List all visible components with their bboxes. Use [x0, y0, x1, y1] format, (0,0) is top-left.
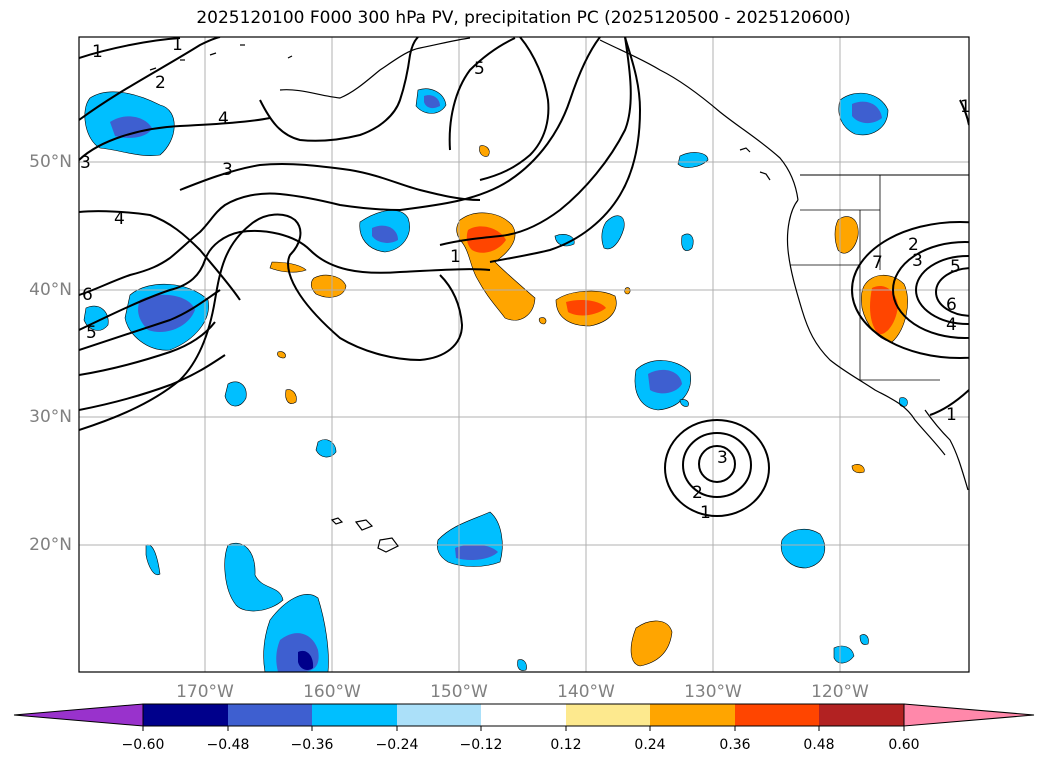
negative-anomaly-core	[455, 544, 498, 560]
contour-label: 1	[700, 503, 711, 523]
colorbar-tick-label: −0.60	[121, 737, 165, 753]
contour-label: 3	[80, 153, 91, 173]
contour-label: 2	[692, 483, 703, 503]
map-title: 2025120100 F000 300 hPa PV, precipitatio…	[196, 8, 851, 28]
contour-label: 1	[92, 42, 103, 62]
negative-anomaly-core	[138, 294, 195, 332]
coastlines	[149, 37, 969, 553]
contour-labels: 1 1 2 4 3 3 4 5 6 5 1 1 2 3 5 6 4 7 1 3 …	[80, 35, 971, 523]
colorbar-segment	[143, 704, 228, 726]
negative-anomaly-region	[601, 215, 625, 250]
lat-label: 40°N	[29, 280, 72, 300]
positive-anomaly-region	[851, 464, 865, 474]
negative-anomaly-region	[681, 233, 694, 251]
contour-label: 7	[872, 253, 883, 273]
positive-anomaly-region	[479, 145, 490, 157]
colorbar-segment	[566, 704, 650, 726]
colorbar	[13, 703, 1035, 731]
positive-anomaly-region	[310, 274, 347, 298]
positive-anomaly-core	[466, 226, 506, 253]
lon-label: 170°W	[176, 682, 234, 702]
colorbar-extend-low	[13, 703, 144, 727]
contour-label: 2	[155, 73, 166, 93]
negative-anomaly-region	[679, 399, 689, 407]
contour-label: 2	[908, 235, 919, 255]
contour-label: 1	[960, 97, 971, 117]
positive-anomaly-region	[630, 620, 673, 667]
negative-anomaly-region	[677, 152, 709, 168]
positive-anomaly-region	[285, 389, 297, 404]
negative-anomaly-region	[224, 381, 247, 407]
colorbar-tick-label: 0.48	[803, 737, 835, 753]
colorbar-extend-high	[903, 703, 1035, 727]
negative-anomaly-region	[898, 397, 908, 407]
negative-anomaly-max	[298, 650, 314, 670]
negative-anomaly-core	[648, 369, 682, 394]
lon-label: 140°W	[557, 682, 615, 702]
colorbar-tick-label: 0.60	[888, 737, 920, 753]
colorbar-tick-label: −0.24	[375, 737, 419, 753]
negative-anomaly-region	[780, 528, 826, 569]
colorbar-segment	[650, 704, 735, 726]
precip-anomaly-shading	[83, 88, 908, 672]
colorbar-segment	[397, 704, 481, 726]
lat-label: 30°N	[29, 407, 72, 427]
contour-label: 1	[450, 247, 461, 267]
contour-label: 5	[950, 257, 961, 277]
colorbar-segment	[312, 704, 397, 726]
positive-anomaly-region	[277, 351, 286, 359]
negative-anomaly-core	[110, 116, 152, 138]
negative-anomaly-region	[517, 659, 527, 671]
pv-contours	[79, 37, 969, 517]
contour-label: 5	[86, 323, 97, 343]
lat-label: 20°N	[29, 535, 72, 555]
colorbar-tick-label: −0.48	[206, 737, 250, 753]
contour-label: 3	[717, 448, 728, 468]
negative-anomaly-region	[859, 634, 869, 645]
colorbar-tick-label: 0.36	[719, 737, 751, 753]
colorbar-segment	[735, 704, 819, 726]
contour-label: 1	[172, 35, 183, 55]
contour-label: 6	[946, 295, 957, 315]
contour-label: 3	[912, 251, 923, 271]
negative-anomaly-core	[372, 225, 398, 243]
contour-label: 1	[946, 405, 957, 425]
positive-anomaly-core	[870, 286, 898, 335]
negative-anomaly-core	[852, 101, 882, 124]
negative-anomaly-core	[424, 95, 440, 109]
colorbar-tick-label: −0.12	[459, 737, 503, 753]
lon-label: 130°W	[684, 682, 742, 702]
negative-anomaly-region	[315, 439, 337, 458]
positive-anomaly-region	[834, 216, 859, 254]
negative-anomaly-region	[833, 645, 855, 664]
map-background	[79, 37, 969, 672]
lon-label: 120°W	[811, 682, 869, 702]
negative-anomaly-region	[145, 544, 161, 576]
negative-anomaly-region	[224, 543, 284, 612]
contour-label: 4	[218, 109, 229, 129]
contour-label: 4	[946, 315, 957, 335]
colorbar-tick-label: −0.36	[290, 737, 334, 753]
graticule	[79, 37, 969, 672]
map-frame	[78, 36, 970, 673]
contour-label: 3	[222, 160, 233, 180]
colorbar-tick-label: 0.24	[634, 737, 666, 753]
contour-label: 6	[82, 285, 93, 305]
lat-label: 50°N	[29, 152, 72, 172]
colorbar-segment	[819, 704, 904, 726]
contour-label: 4	[114, 209, 125, 229]
lon-label: 150°W	[430, 682, 488, 702]
colorbar-segment	[481, 704, 566, 726]
positive-anomaly-region	[538, 317, 547, 325]
lon-label: 160°W	[303, 682, 361, 702]
positive-anomaly-region	[624, 287, 631, 295]
contour-label: 5	[474, 59, 485, 79]
negative-anomaly-region	[554, 234, 575, 247]
colorbar-tick-label: 0.12	[550, 737, 582, 753]
colorbar-segment	[228, 704, 312, 726]
